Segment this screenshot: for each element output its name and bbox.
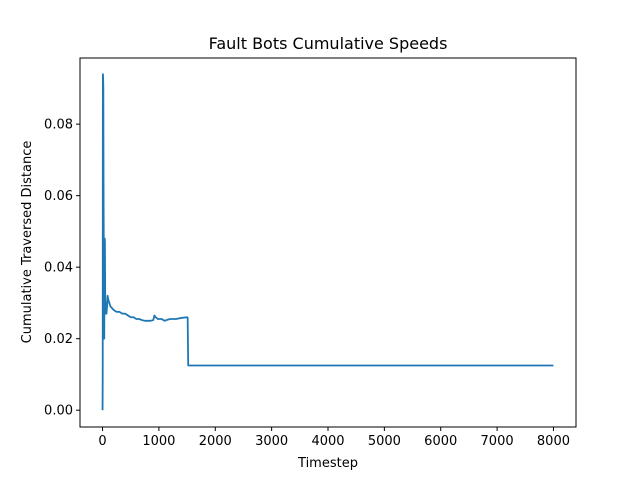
x-tick-label: 6000	[424, 434, 457, 449]
y-axis-label: Cumulative Traversed Distance	[20, 141, 35, 344]
x-tick-label: 2000	[199, 434, 232, 449]
x-tick-label: 5000	[368, 434, 401, 449]
x-tick-label: 0	[98, 434, 106, 449]
y-axis-ticks: 0.00 0.02 0.04 0.06 0.08	[44, 118, 80, 419]
series-line-0	[101, 73, 554, 411]
y-tick-label: 0.04	[44, 261, 73, 276]
series-layer	[101, 73, 554, 411]
x-tick-label: 4000	[311, 434, 344, 449]
x-axis-ticks: 0 1000 2000 3000 4000 5000 6000 7000 8000	[98, 427, 570, 449]
y-tick-label: 0.00	[44, 404, 73, 419]
x-tick-label: 3000	[255, 434, 288, 449]
plot-frame	[79, 57, 577, 428]
x-axis-label: Timestep	[297, 456, 358, 471]
y-tick-label: 0.08	[44, 118, 73, 133]
x-tick-label: 7000	[481, 434, 514, 449]
y-tick-label: 0.02	[44, 332, 73, 347]
x-tick-label: 1000	[142, 434, 175, 449]
x-tick-label: 8000	[537, 434, 570, 449]
chart-title: Fault Bots Cumulative Speeds	[209, 34, 448, 53]
y-tick-label: 0.06	[44, 189, 73, 204]
